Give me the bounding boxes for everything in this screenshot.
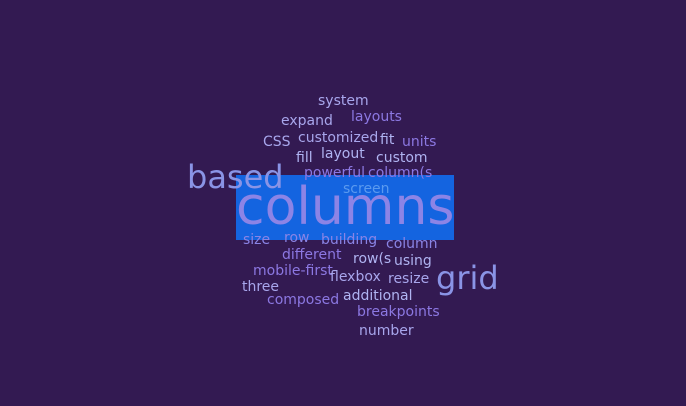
word-row[interactable]: row — [284, 230, 310, 246]
word-fill[interactable]: fill — [296, 150, 313, 166]
word-flexbox[interactable]: flexbox — [330, 269, 381, 285]
word-column[interactable]: column — [386, 236, 438, 252]
word-resize[interactable]: resize — [388, 271, 430, 287]
word-composed[interactable]: composed — [267, 292, 340, 308]
word-mobile-first[interactable]: mobile-first — [253, 263, 333, 279]
word-additional[interactable]: additional — [343, 288, 413, 304]
word-expand[interactable]: expand — [281, 113, 333, 129]
word-breakpoints[interactable]: breakpoints — [357, 304, 440, 320]
word-layouts[interactable]: layouts — [351, 109, 402, 125]
word-grid[interactable]: grid — [436, 259, 499, 297]
word-layout[interactable]: layout — [321, 146, 365, 162]
word-fit[interactable]: fit — [380, 132, 395, 148]
word-different[interactable]: different — [282, 247, 342, 263]
word-screen[interactable]: screen — [343, 181, 390, 197]
word-using[interactable]: using — [394, 253, 432, 269]
word-number[interactable]: number — [359, 323, 414, 339]
word-building[interactable]: building — [321, 232, 378, 248]
word-row-s[interactable]: row(s — [353, 251, 392, 267]
word-powerful[interactable]: powerful — [304, 165, 365, 181]
word-CSS[interactable]: CSS — [263, 134, 291, 150]
word-units[interactable]: units — [402, 134, 437, 150]
word-column-s[interactable]: column(s — [368, 165, 433, 181]
word-columns[interactable]: columns — [236, 177, 455, 237]
selected-word-highlight — [236, 175, 454, 240]
word-three[interactable]: three — [242, 279, 280, 295]
word-system[interactable]: system — [318, 93, 369, 109]
word-size[interactable]: size — [243, 232, 271, 248]
word-customized[interactable]: customized — [298, 130, 379, 146]
word-based[interactable]: based — [187, 158, 284, 196]
word-custom[interactable]: custom — [376, 150, 428, 166]
